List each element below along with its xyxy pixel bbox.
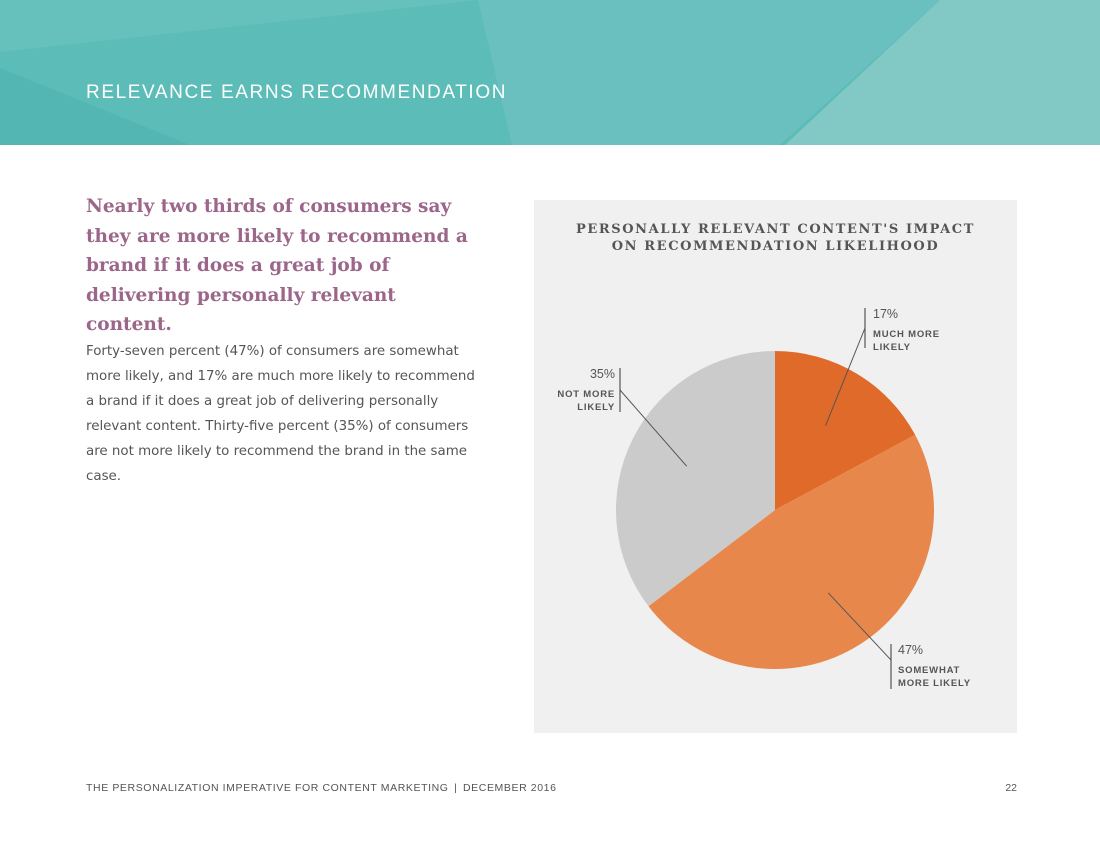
chart-title-line-1: PERSONALLY RELEVANT CONTENT'S IMPACT xyxy=(575,222,976,237)
leader-line-2 xyxy=(827,592,892,661)
header-banner: RELEVANCE EARNS RECOMMENDATION xyxy=(0,0,1100,145)
pie-slice-3 xyxy=(616,351,775,607)
footer: THE PERSONALIZATION IMPERATIVE FOR CONTE… xyxy=(86,782,557,794)
body-text: Forty-seven percent (47%) of consumers a… xyxy=(86,344,475,484)
pie-slice-2 xyxy=(648,434,934,669)
footer-publication: THE PERSONALIZATION IMPERATIVE FOR CONTE… xyxy=(86,782,449,794)
slice-value-label-1: 17% xyxy=(873,307,898,321)
leader-line-3 xyxy=(619,389,688,467)
chart-panel: PERSONALLY RELEVANT CONTENT'S IMPACT ON … xyxy=(534,200,1017,733)
slice-category-label-1-line-1: MUCH MORE xyxy=(873,329,940,340)
chart-title: PERSONALLY RELEVANT CONTENT'S IMPACT ON … xyxy=(534,221,1017,255)
footer-separator: | xyxy=(454,782,458,794)
footer-date: DECEMBER 2016 xyxy=(462,782,557,794)
pie-chart: 17% MUCH MORE LIKELY 47% SOMEWHAT MORE LIKELY… xyxy=(557,307,971,689)
slice-category-label-1-line-2: LIKELY xyxy=(873,342,911,353)
slice-value-label-3: 35% xyxy=(590,367,615,381)
leader-line-1 xyxy=(825,327,866,426)
pie-slice-1 xyxy=(775,351,916,510)
banner-decoration xyxy=(0,0,1100,145)
slice-category-label-3-line-2: LIKELY xyxy=(577,402,615,413)
slice-value-label-2: 47% xyxy=(898,643,923,657)
page-number: 22 xyxy=(1005,782,1017,794)
slice-category-label-3-line-1: NOT MORE xyxy=(557,389,615,400)
slice-category-label-2-line-2: MORE LIKELY xyxy=(898,678,971,689)
chart-title-line-2: ON RECOMMENDATION LIKELIHOOD xyxy=(611,239,940,254)
headline: Nearly two thirds of consumers say they … xyxy=(86,196,468,335)
slice-category-label-2-line-1: SOMEWHAT xyxy=(898,665,960,676)
page-title: RELEVANCE EARNS RECOMMENDATION xyxy=(86,82,508,103)
